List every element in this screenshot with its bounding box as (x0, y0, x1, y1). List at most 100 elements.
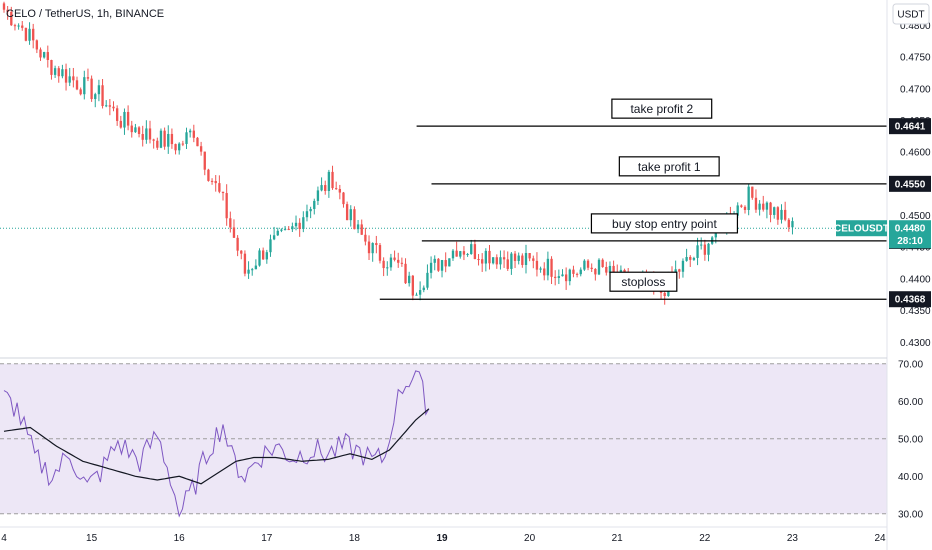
candle-body (787, 219, 790, 228)
time-tick-label: 21 (612, 533, 624, 544)
candle-body (320, 185, 323, 191)
candle-body (444, 260, 447, 267)
candle-body (6, 9, 9, 12)
level-price-tag (889, 291, 931, 308)
candle-body (353, 209, 356, 230)
time-tick-label: 17 (261, 533, 273, 544)
candle-body (272, 235, 276, 240)
candle-body (61, 69, 64, 77)
candle-body (440, 260, 444, 271)
candle-body (331, 171, 334, 189)
candle-body (221, 191, 225, 194)
candle-body (517, 255, 520, 261)
candle-body (199, 146, 203, 152)
candle-body (367, 241, 371, 254)
candle-body (418, 290, 422, 295)
candle-body (521, 255, 524, 265)
candle-body (35, 40, 39, 50)
candle-body (119, 120, 122, 128)
candle-body (298, 222, 301, 229)
candle-body (258, 250, 261, 266)
candle-body (94, 94, 97, 100)
candle-body (309, 208, 312, 212)
candle-body (700, 244, 703, 246)
candle-body (510, 253, 513, 269)
candle-body (433, 258, 436, 263)
candle-body (167, 133, 170, 147)
candle-body (528, 253, 531, 259)
candle-body (236, 237, 239, 251)
candle-body (101, 85, 104, 107)
candle-body (254, 265, 258, 270)
level-price-tag-text: 0.4550 (895, 179, 926, 190)
candle-body (612, 265, 615, 273)
candle-body (134, 127, 137, 133)
candle-body (736, 205, 739, 216)
candle-body (575, 273, 579, 275)
candle-body (776, 207, 780, 220)
candle-body (294, 222, 298, 227)
candle-body (302, 217, 305, 229)
candle-body (451, 250, 455, 259)
candle-body (243, 253, 247, 274)
candle-body (462, 251, 466, 255)
candle-body (39, 49, 42, 58)
rsi-tick-label: 60.00 (898, 397, 923, 408)
candle-body (543, 268, 546, 276)
currency-button[interactable] (892, 3, 930, 25)
candle-body (57, 68, 60, 77)
candle-body (408, 275, 411, 284)
candle-body (86, 77, 90, 79)
candle-body (605, 266, 608, 273)
level-label-box (618, 156, 720, 177)
candle-body (594, 268, 597, 275)
candle-body (83, 77, 86, 95)
candle-body (97, 85, 101, 95)
candle-body (696, 245, 699, 258)
level-label-buy-stop-entry-point: buy stop entry point (612, 217, 717, 231)
candle-body (495, 257, 498, 265)
candle-body (68, 76, 71, 83)
price-axis-panel (887, 0, 932, 550)
candle-body (484, 250, 488, 264)
candle-body (426, 272, 429, 288)
candle-body (429, 262, 433, 273)
candle-body (13, 25, 17, 27)
candle-body (152, 139, 155, 141)
candle-body (265, 252, 268, 260)
candle-body (601, 259, 604, 267)
candle-body (769, 202, 772, 215)
level-price-tag (889, 175, 931, 192)
rsi-ma-line (3, 408, 430, 485)
candle-body (2, 3, 6, 10)
candle-body (185, 132, 188, 144)
candle-body (539, 268, 542, 270)
rsi-line (3, 370, 430, 518)
candle-body (678, 269, 681, 272)
candle-body (251, 269, 254, 271)
candle-body (754, 197, 758, 210)
candle-body (105, 105, 108, 107)
candle-body (137, 127, 141, 135)
candle-body (681, 260, 685, 272)
candle-body (692, 257, 696, 260)
level-label-box (590, 213, 739, 234)
candle-body (17, 25, 20, 27)
candle-body (90, 78, 93, 100)
symbol-tag-text: CELOUSDT (834, 224, 889, 235)
candle-body (689, 256, 692, 260)
candle-body (141, 134, 144, 140)
candle-body (422, 287, 425, 291)
candle-body (466, 254, 469, 256)
candle-body (393, 257, 396, 260)
level-label-take-profit-1: take profit 1 (638, 160, 701, 174)
time-tick-label: 23 (787, 533, 799, 544)
candle-body (703, 244, 707, 255)
candle-body (437, 258, 440, 271)
candle-body (75, 80, 79, 90)
candle-body (773, 207, 776, 215)
candle-body (338, 188, 341, 193)
candle-body (232, 227, 236, 238)
candle-body (561, 274, 564, 277)
candle-body (130, 125, 133, 133)
